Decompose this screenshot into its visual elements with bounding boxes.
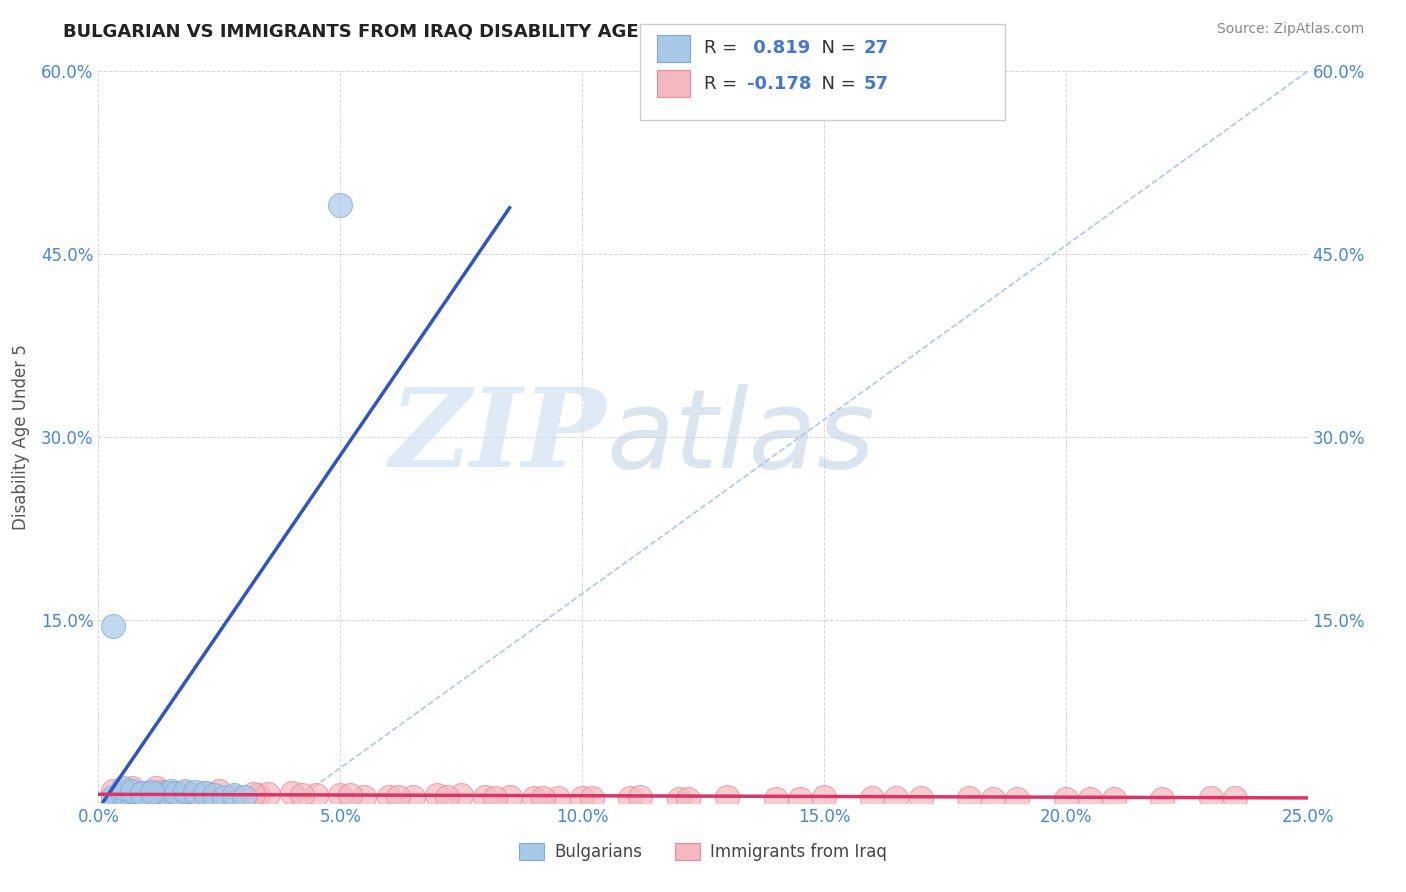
Point [111, 789, 134, 803]
Point [523, 791, 546, 805]
Point [256, 787, 278, 801]
Text: -0.178: -0.178 [747, 75, 811, 93]
Text: 27: 27 [863, 39, 889, 57]
Point [117, 786, 139, 800]
Point [329, 789, 352, 803]
Point [789, 792, 811, 806]
Point [121, 789, 143, 804]
Point [111, 783, 134, 797]
Point [290, 789, 312, 803]
Point [212, 789, 235, 804]
Point [678, 792, 700, 806]
Point [184, 785, 207, 799]
Point [247, 789, 270, 803]
Text: 0.819: 0.819 [747, 39, 810, 57]
Point [886, 791, 908, 805]
Point [339, 789, 361, 803]
Point [957, 791, 980, 805]
Point [1078, 792, 1101, 806]
Point [765, 792, 787, 806]
Point [121, 783, 143, 797]
Point [107, 789, 129, 804]
Point [860, 791, 883, 805]
Point [498, 789, 520, 804]
Text: BULGARIAN VS IMMIGRANTS FROM IRAQ DISABILITY AGE UNDER 5 CORRELATION CHART: BULGARIAN VS IMMIGRANTS FROM IRAQ DISABI… [63, 22, 956, 40]
Point [160, 786, 183, 800]
Point [101, 619, 124, 633]
Point [1152, 792, 1174, 806]
Point [436, 789, 458, 804]
Point [131, 787, 153, 801]
Point [1223, 791, 1246, 805]
Point [1102, 792, 1125, 806]
Point [135, 787, 157, 801]
Point [281, 786, 304, 800]
Point [131, 786, 153, 800]
Point [716, 789, 738, 804]
Text: ZIP: ZIP [389, 384, 606, 491]
Point [145, 787, 167, 801]
Legend: Bulgarians, Immigrants from Iraq: Bulgarians, Immigrants from Iraq [512, 836, 894, 868]
Point [232, 789, 254, 804]
Point [910, 791, 932, 805]
Point [222, 789, 245, 803]
Text: 57: 57 [863, 75, 889, 93]
Point [353, 789, 375, 804]
Point [135, 786, 157, 800]
Text: atlas: atlas [606, 384, 875, 491]
Text: N =: N = [810, 75, 862, 93]
Point [402, 789, 425, 804]
Point [150, 789, 173, 804]
Point [305, 789, 328, 803]
Point [571, 791, 593, 805]
Text: R =: R = [704, 39, 744, 57]
Point [145, 781, 167, 796]
Point [127, 786, 149, 800]
Point [174, 786, 197, 800]
Point [426, 789, 449, 803]
Y-axis label: Disability Age Under 5: Disability Age Under 5 [11, 344, 30, 530]
Text: R =: R = [704, 75, 744, 93]
Point [160, 783, 183, 797]
Point [155, 786, 177, 800]
Point [619, 791, 641, 805]
Point [184, 789, 207, 803]
Point [204, 789, 226, 803]
Point [111, 781, 134, 796]
Point [208, 783, 231, 797]
Text: Source: ZipAtlas.com: Source: ZipAtlas.com [1216, 22, 1364, 37]
Point [1007, 792, 1029, 806]
Point [1199, 791, 1222, 805]
Point [1054, 792, 1077, 806]
Point [165, 786, 187, 800]
Point [222, 789, 245, 804]
Point [150, 785, 173, 799]
Point [581, 791, 603, 805]
Text: N =: N = [810, 39, 862, 57]
Point [117, 791, 139, 805]
Point [474, 789, 496, 804]
Point [141, 789, 163, 803]
Point [194, 786, 217, 800]
Point [121, 781, 143, 796]
Point [141, 785, 163, 799]
Point [547, 791, 569, 805]
Point [174, 783, 197, 797]
Point [531, 791, 554, 805]
Point [668, 792, 690, 806]
Point [127, 789, 149, 803]
Point [628, 789, 651, 804]
Point [101, 783, 124, 797]
Point [242, 787, 264, 801]
Point [387, 789, 409, 804]
Point [450, 789, 472, 803]
Point [101, 789, 124, 804]
Point [377, 789, 399, 804]
Point [484, 791, 506, 805]
Point [813, 789, 835, 804]
Point [329, 198, 352, 212]
Point [981, 792, 1004, 806]
Point [194, 786, 217, 800]
